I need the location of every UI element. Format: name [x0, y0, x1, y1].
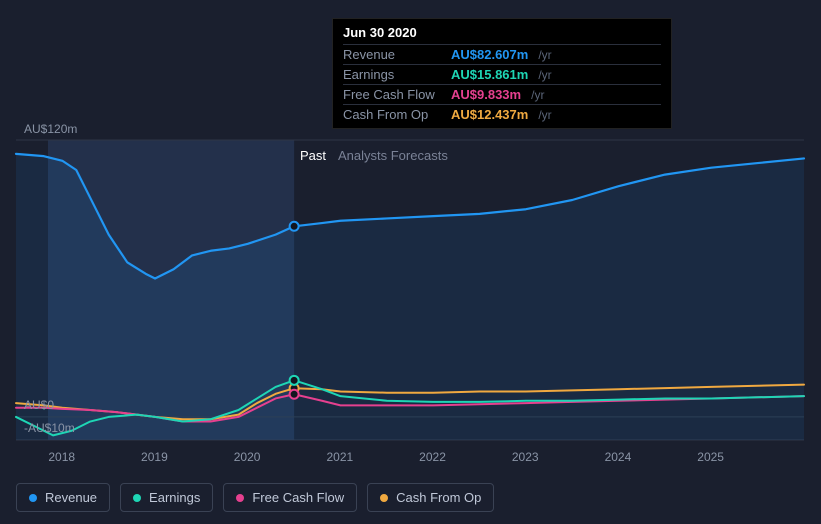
legend: Revenue Earnings Free Cash Flow Cash From O…: [16, 483, 494, 512]
legend-item-cash-from-op[interactable]: Cash From Op: [367, 483, 494, 512]
tooltip-row-unit: /yr: [538, 68, 551, 82]
tooltip-row-value: AU$12.437m: [451, 107, 528, 122]
legend-item-free-cash-flow[interactable]: Free Cash Flow: [223, 483, 357, 512]
x-tick-label: 2023: [512, 450, 539, 464]
tooltip-row-label: Free Cash Flow: [343, 87, 441, 102]
tooltip-row-value: AU$15.861m: [451, 67, 528, 82]
x-tick-label: 2019: [141, 450, 168, 464]
legend-item-revenue[interactable]: Revenue: [16, 483, 110, 512]
forecast-region-label: Analysts Forecasts: [338, 148, 448, 163]
past-region-label: Past: [300, 148, 326, 163]
tooltip-row-label: Revenue: [343, 47, 441, 62]
x-tick-label: 2025: [697, 450, 724, 464]
legend-label: Earnings: [149, 490, 200, 505]
financials-chart: AU$120m AU$0 -AU$10m Past Analysts Forec…: [0, 0, 821, 524]
tooltip-row: Revenue AU$82.607m/yr: [343, 44, 661, 64]
y-tick-label: -AU$10m: [24, 421, 75, 435]
x-tick-label: 2018: [48, 450, 75, 464]
legend-label: Revenue: [45, 490, 97, 505]
legend-dot-icon: [236, 494, 244, 502]
x-tick-label: 2024: [605, 450, 632, 464]
legend-label: Free Cash Flow: [252, 490, 344, 505]
tooltip-row: Earnings AU$15.861m/yr: [343, 64, 661, 84]
chart-tooltip: Jun 30 2020 RevenueAU$82.607m/yrEarnings…: [332, 18, 672, 129]
tooltip-row: Cash From Op AU$12.437m/yr: [343, 104, 661, 124]
tooltip-row: Free Cash Flow AU$9.833m/yr: [343, 84, 661, 104]
legend-dot-icon: [29, 494, 37, 502]
tooltip-row-value: AU$82.607m: [451, 47, 528, 62]
legend-dot-icon: [133, 494, 141, 502]
y-tick-label: AU$0: [24, 398, 54, 412]
tooltip-row-unit: /yr: [538, 108, 551, 122]
x-tick-label: 2022: [419, 450, 446, 464]
tooltip-row-label: Earnings: [343, 67, 441, 82]
legend-item-earnings[interactable]: Earnings: [120, 483, 213, 512]
tooltip-row-unit: /yr: [531, 88, 544, 102]
legend-dot-icon: [380, 494, 388, 502]
x-tick-label: 2021: [326, 450, 353, 464]
y-tick-label: AU$120m: [24, 122, 77, 136]
tooltip-row-label: Cash From Op: [343, 107, 441, 122]
legend-label: Cash From Op: [396, 490, 481, 505]
x-tick-label: 2020: [234, 450, 261, 464]
tooltip-date: Jun 30 2020: [343, 25, 661, 44]
tooltip-row-value: AU$9.833m: [451, 87, 521, 102]
tooltip-row-unit: /yr: [538, 48, 551, 62]
